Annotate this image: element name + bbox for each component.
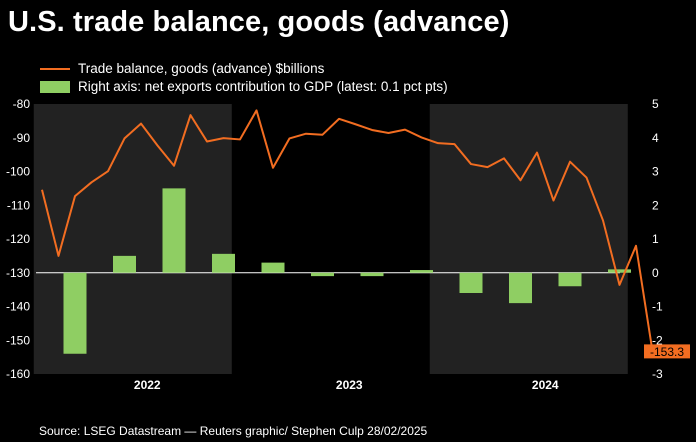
left-tick-label: -120 xyxy=(6,232,30,246)
bar-2024-Q4 xyxy=(608,269,631,273)
right-tick-label: 1 xyxy=(652,232,659,246)
left-tick-label: -140 xyxy=(6,300,30,314)
year-band-1 xyxy=(429,104,628,374)
left-tick-label: -100 xyxy=(6,165,30,179)
right-tick-label: 4 xyxy=(652,131,659,145)
bar-2022-Q4 xyxy=(212,253,235,273)
right-tick-label: 3 xyxy=(652,165,659,179)
left-tick-label: -160 xyxy=(6,367,30,381)
x-tick-label-2022: 2022 xyxy=(134,378,161,392)
bar-2023-Q3 xyxy=(360,272,384,277)
bar-2024-Q3 xyxy=(558,272,582,287)
bar-2022-Q2 xyxy=(113,255,136,273)
legend-line-label: Trade balance, goods (advance) $billions xyxy=(78,61,325,76)
left-tick-label: -80 xyxy=(13,97,31,111)
trade-balance-line xyxy=(41,109,654,352)
left-tick-label: -150 xyxy=(6,333,30,347)
bar-2023-Q2 xyxy=(311,272,334,277)
bar-2022-Q3 xyxy=(162,188,186,273)
bar-2024-Q1 xyxy=(459,272,483,293)
bar-2022-Q1 xyxy=(63,272,87,354)
x-tick-label-2024: 2024 xyxy=(532,378,559,392)
x-tick-label-2023: 2023 xyxy=(336,378,363,392)
legend-item-bar: Right axis: net exports contribution to … xyxy=(40,79,448,94)
legend-line-swatch xyxy=(40,68,70,71)
left-tick-label: -90 xyxy=(13,131,31,145)
last-value-box xyxy=(644,344,690,359)
right-tick-label: 5 xyxy=(652,97,659,111)
legend-bar-swatch xyxy=(40,81,70,94)
legend-item-line: Trade balance, goods (advance) $billions xyxy=(40,61,324,76)
bar-2023-Q1 xyxy=(261,262,285,273)
bar-2023-Q4 xyxy=(410,270,433,273)
last-value-label: -153.3 xyxy=(650,345,684,359)
right-tick-label: 0 xyxy=(652,266,659,280)
chart-title: U.S. trade balance, goods (advance) xyxy=(8,6,510,38)
bar-2024-Q2 xyxy=(509,272,532,304)
right-tick-label: -3 xyxy=(652,367,663,381)
source-note: Source: LSEG Datastream — Reuters graphi… xyxy=(39,424,428,438)
right-tick-label: -2 xyxy=(652,333,663,347)
right-tick-label: -1 xyxy=(652,300,663,314)
left-tick-label: -110 xyxy=(7,198,30,212)
legend-bar-label: Right axis: net exports contribution to … xyxy=(78,79,448,94)
left-tick-label: -130 xyxy=(6,266,30,280)
right-tick-label: 2 xyxy=(652,198,659,212)
